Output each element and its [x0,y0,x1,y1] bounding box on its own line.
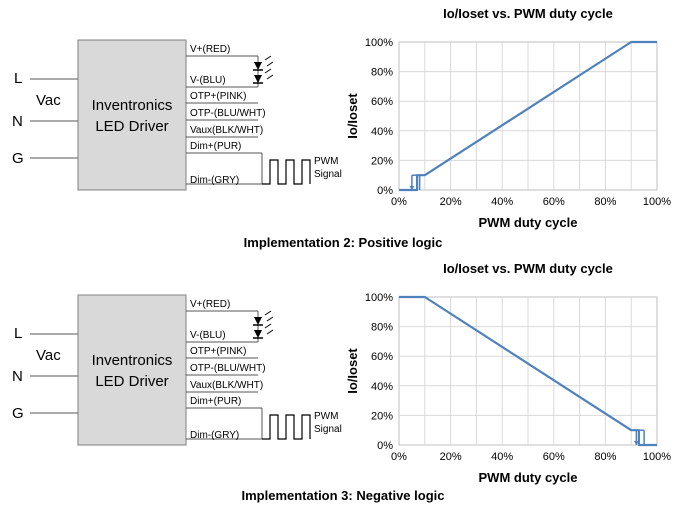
pin-label-dim-minus: Dim-(GRY) [190,175,239,186]
pwm-label-line2: Signal [314,169,342,180]
pwm-label-line1: PWM [314,156,338,167]
pin-label-otp-plus: OTP+(PINK) [190,91,246,102]
x-tick-label: 80% [594,196,616,208]
vac-label: Vac [36,347,61,364]
led-driver-box [77,39,187,191]
pwm-label-line1: PWM [314,411,338,422]
y-axis-label: Io/Ioset [345,348,360,394]
y-tick-label: 80% [371,322,393,334]
panel-caption: Implementation 2: Positive logic [243,235,443,250]
chart-plot-area: 0% 20% 40% 60% 80% 100% 0% 20% 40% 60% 80% 100% Io/I… [345,6,671,230]
input-n-label: N [12,368,23,385]
y-tick-label: 40% [371,381,393,393]
led-icon [253,310,274,342]
y-tick-label: 0% [377,185,393,197]
chart-title: Io/Ioset vs. PWM duty cycle [443,6,613,21]
vac-label: Vac [36,92,61,109]
x-tick-label: 0% [391,451,407,463]
y-tick-label: 100% [365,37,393,49]
pwm-label-line2: Signal [314,424,342,435]
input-l-label: L [14,325,22,342]
x-tick-label: 60% [543,451,565,463]
pwm-waveform-icon [261,408,311,440]
x-tick-label: 60% [543,196,565,208]
led-icon [253,55,274,87]
x-tick-label: 20% [440,196,462,208]
input-g-label: G [12,150,24,167]
pin-label-vaux: Vaux(BLK/WHT) [190,380,263,391]
series-line [399,40,657,192]
input-g-label: G [12,405,24,422]
y-tick-label: 100% [365,292,393,304]
pin-label-dim-minus: Dim-(GRY) [190,430,239,441]
panel-caption: Implementation 3: Negative logic [241,488,445,503]
chart-title: Io/Ioset vs. PWM duty cycle [443,261,613,276]
duty-cycle-chart: 0% 20% 40% 60% 80% 100% 0% 20% 40% 60% 80% 100% Io/I… [345,6,671,230]
driver-name-line2: LED Driver [95,118,168,135]
driver-name-line1: Inventronics [92,352,173,369]
pin-label-vaux: Vaux(BLK/WHT) [190,125,263,136]
wiring-diagram: L N G Vac Inventronics LED Driver V+(RED… [12,294,342,446]
y-tick-label: 40% [371,126,393,138]
x-tick-label: 0% [391,196,407,208]
pin-label-v-minus: V-(BLU) [190,75,226,86]
hysteresis-arrow-icon [409,186,415,190]
led-driver-box [77,294,187,446]
y-tick-label: 0% [377,440,393,452]
x-tick-label: 100% [643,451,671,463]
series-line [399,295,657,447]
duty-cycle-chart: 0% 20% 40% 60% 80% 100% 0% 20% 40% 60% 80% 100% Io/I… [345,261,671,485]
x-tick-label: 100% [643,196,671,208]
y-tick-label: 60% [371,96,393,108]
driver-name-line1: Inventronics [92,97,173,114]
pwm-waveform-icon [261,153,311,185]
x-tick-label: 40% [491,196,513,208]
pin-label-otp-minus: OTP-(BLU/WHT) [190,108,266,119]
y-axis-label: Io/Ioset [345,93,360,139]
input-n-label: N [12,113,23,130]
chart-plot-area: 0% 20% 40% 60% 80% 100% 0% 20% 40% 60% 80% 100% Io/I… [345,261,671,485]
pin-label-otp-minus: OTP-(BLU/WHT) [190,363,266,374]
input-l-label: L [14,70,22,87]
y-tick-label: 80% [371,67,393,79]
y-tick-label: 60% [371,351,393,363]
hysteresis-arrow-icon [633,441,639,445]
x-axis-label: PWM duty cycle [479,470,578,485]
y-tick-label: 20% [371,410,393,422]
pin-label-dim-plus: Dim+(PUR) [190,396,241,407]
implementation-2-panel: L N G Vac Inventronics LED Driver V+(RED… [12,6,671,250]
implementation-3-panel: L N G Vac Inventronics LED Driver V+(RED… [0,255,686,510]
pin-label-v-plus: V+(RED) [190,299,230,310]
driver-name-line2: LED Driver [95,373,168,390]
pin-label-v-minus: V-(BLU) [190,330,226,341]
x-tick-label: 20% [440,451,462,463]
pin-label-v-plus: V+(RED) [190,44,230,55]
x-tick-label: 40% [491,451,513,463]
x-axis-label: PWM duty cycle [479,215,578,230]
pin-label-dim-plus: Dim+(PUR) [190,141,241,152]
y-tick-label: 20% [371,155,393,167]
pin-label-otp-plus: OTP+(PINK) [190,346,246,357]
x-tick-label: 80% [594,451,616,463]
wiring-diagram: L N G Vac Inventronics LED Driver V+(RED… [12,39,342,191]
